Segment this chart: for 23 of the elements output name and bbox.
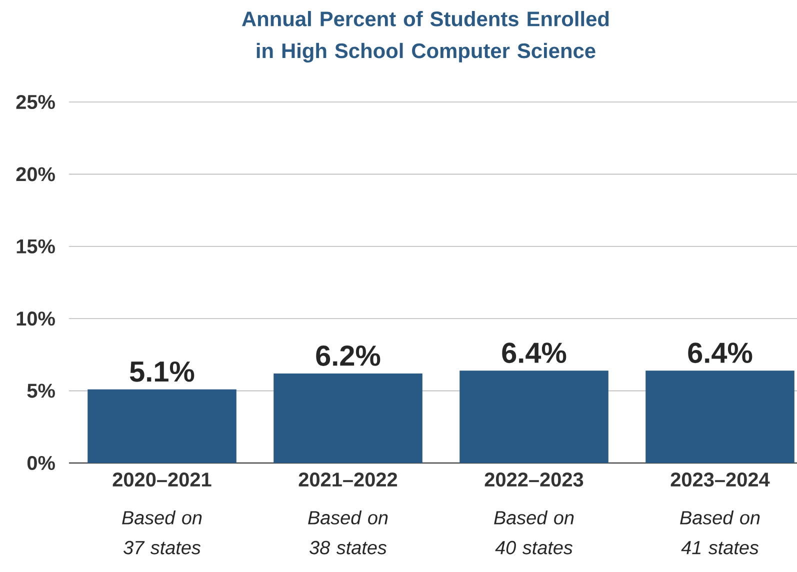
data-label: 6.4% [688, 342, 752, 364]
data-label: 6.2% [316, 346, 380, 366]
y-tick-label: 15% [16, 239, 55, 254]
bar [274, 373, 422, 463]
x-tick-label: 2023–2024 [670, 472, 770, 487]
text: Based on 41 states [680, 510, 760, 554]
text: Based on 37 states [122, 510, 202, 554]
data-label: 5.1% [130, 361, 194, 382]
x-tick-label: 2021–2022 [298, 472, 398, 487]
bar [88, 389, 236, 463]
y-tick-label: 20% [16, 167, 55, 182]
y-tick-label: 10% [16, 312, 55, 326]
y-tick-label: 0% [27, 456, 55, 470]
text: Based on 40 states [494, 510, 574, 554]
x-tick-label: 2020–2021 [112, 472, 212, 487]
text: Based on 38 states [308, 510, 388, 554]
x-tick-label: 2022–2023 [484, 472, 584, 487]
y-tick-label: 5% [27, 384, 55, 398]
bar [646, 370, 794, 463]
chart-title: Annual Percent of Students Enrolled in High School Computer Science [242, 11, 609, 62]
bar [460, 370, 608, 463]
y-tick-label: 25% [16, 94, 55, 110]
data-label: 6.4% [502, 342, 566, 364]
